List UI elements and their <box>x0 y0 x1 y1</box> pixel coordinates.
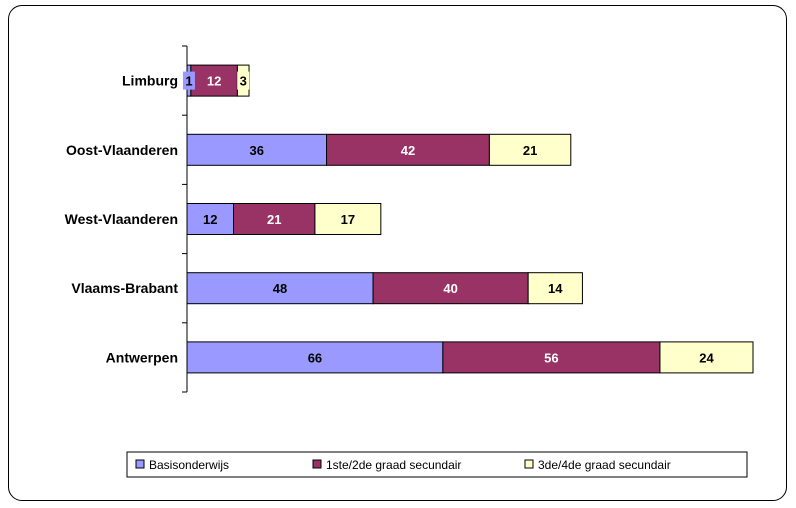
bar-limburg-series-2 <box>190 64 238 97</box>
data-label-bg <box>696 348 717 367</box>
data-label-antwerpen-series-1: 66 <box>308 350 322 365</box>
data-label-limburg-series-1: 1 <box>185 74 192 89</box>
data-label-antwerpen-series-3: 24 <box>699 350 714 365</box>
axis-ticks <box>182 45 187 393</box>
data-label-bg <box>304 348 325 367</box>
chart-frame <box>8 5 787 501</box>
data-label-oost-vlaanderen-series-3: 21 <box>523 143 537 158</box>
data-label-bg <box>337 210 358 228</box>
data-label-bg <box>200 210 221 228</box>
data-label-antwerpen-series-2: 56 <box>544 350 558 365</box>
data-label-limburg-series-3: 3 <box>240 74 247 89</box>
data-label-bg <box>520 140 541 159</box>
legend-box <box>126 451 748 478</box>
legend-swatch-1ste-2de-graad-secundair <box>312 459 322 469</box>
legend-label-1ste-2de-graad-secundair: 1ste/2de graad secundair <box>326 458 461 472</box>
bar-oost-vlaanderen-series-3 <box>488 133 572 166</box>
data-label-west-vlaanderen-series-1: 12 <box>203 212 217 227</box>
data-label-limburg-series-2: 12 <box>207 74 221 89</box>
data-label-oost-vlaanderen-series-2: 42 <box>401 143 415 158</box>
data-label-vlaams-brabant-series-3: 14 <box>548 281 563 296</box>
category-label-oost-vlaanderen: Oost-Vlaanderen <box>66 142 178 158</box>
data-label-bg <box>545 279 566 298</box>
legend-label-basisonderwijs: Basisonderwijs <box>149 458 229 472</box>
data-label-bg <box>246 140 267 159</box>
data-label-oost-vlaanderen-series-1: 36 <box>250 143 264 158</box>
data-label-bg <box>237 71 250 90</box>
data-label-bg <box>264 210 285 228</box>
data-labels: 1 12 3 36 42 21 12 21 17 48 40 14 66 56 24 <box>182 71 717 367</box>
legend-swatch-3de-4de-graad-secundair <box>524 459 534 469</box>
data-label-bg <box>541 348 562 367</box>
legend-swatch-basisonderwijs <box>135 459 145 469</box>
data-label-bg <box>440 279 461 298</box>
data-label-bg <box>397 140 418 159</box>
category-label-vlaams-brabant: Vlaams-Brabant <box>71 280 178 296</box>
category-labels: Limburg Oost-Vlaanderen West-Vlaanderen Vla… <box>65 73 179 366</box>
data-label-bg <box>270 279 291 298</box>
category-label-antwerpen: Antwerpen <box>106 349 178 365</box>
data-label-west-vlaanderen-series-3: 17 <box>341 212 355 227</box>
data-label-vlaams-brabant-series-1: 48 <box>273 281 287 296</box>
data-label-bg <box>182 71 195 90</box>
category-label-west-vlaanderen: West-Vlaanderen <box>65 211 178 227</box>
legend: Basisonderwijs 1ste/2de graad secundair 3d… <box>135 458 671 472</box>
data-label-west-vlaanderen-series-2: 21 <box>267 212 281 227</box>
category-label-limburg: Limburg <box>122 73 178 89</box>
legend-label-3de-4de-graad-secundair: 3de/4de graad secundair <box>538 458 671 472</box>
data-label-vlaams-brabant-series-2: 40 <box>443 281 457 296</box>
data-label-bg <box>204 71 225 90</box>
